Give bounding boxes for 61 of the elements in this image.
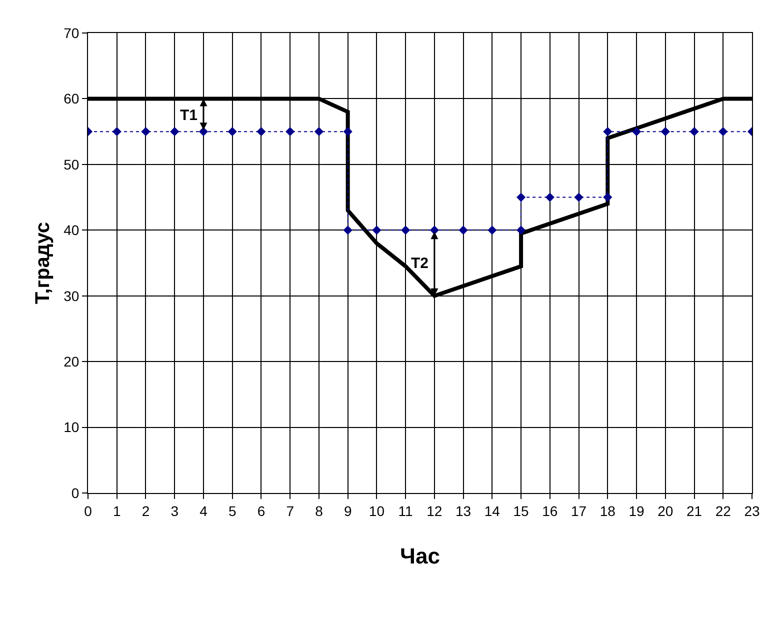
x-tick-label: 19 <box>628 502 645 519</box>
point <box>516 226 526 235</box>
x-tick-label: 22 <box>715 502 732 519</box>
point <box>718 127 728 136</box>
point <box>343 127 352 136</box>
point <box>198 127 208 136</box>
y-tick-label: 70 <box>64 24 80 41</box>
point <box>170 127 180 136</box>
point <box>458 226 468 235</box>
x-tick-label: 7 <box>286 502 294 519</box>
x-tick-label: 18 <box>600 502 616 519</box>
x-tick-label: 1 <box>112 502 121 519</box>
x-tick-label: 16 <box>542 502 558 519</box>
point <box>256 127 266 136</box>
x-tick-label: 11 <box>398 502 414 519</box>
point <box>603 127 612 136</box>
y-tick-label: 20 <box>64 353 80 370</box>
x-tick-label: 13 <box>456 502 472 519</box>
x-tick-label: 12 <box>426 502 442 519</box>
x-tick-label: 0 <box>84 502 92 519</box>
x-tick-label: 8 <box>315 502 324 519</box>
point <box>343 226 352 235</box>
y-tick-label: 10 <box>64 419 80 436</box>
y-axis-title: Т,градус <box>32 222 54 304</box>
x-tick-label: 23 <box>744 502 760 519</box>
point <box>690 127 699 136</box>
x-tick-label: 17 <box>570 502 587 519</box>
point <box>603 192 612 202</box>
point <box>430 226 439 235</box>
point <box>401 226 410 235</box>
point <box>660 127 670 136</box>
x-tick-label: 3 <box>170 502 179 519</box>
x-tick-label: 6 <box>257 502 266 519</box>
point <box>314 127 324 136</box>
y-tick-label: 30 <box>64 288 80 304</box>
point <box>632 127 642 136</box>
point <box>545 192 554 202</box>
x-tick-label: 20 <box>658 502 674 519</box>
point <box>228 127 237 136</box>
x-tick-label: 2 <box>142 502 150 519</box>
x-tick-label: 15 <box>513 502 530 519</box>
point <box>286 127 295 136</box>
point <box>372 226 382 235</box>
point <box>141 127 150 136</box>
x-axis-title: Час <box>400 544 440 569</box>
annotation: T1 <box>180 107 198 124</box>
annotation: T2 <box>411 255 429 272</box>
x-tick-label: 21 <box>686 502 702 519</box>
point <box>112 127 122 136</box>
x-tick-label: 9 <box>344 502 352 519</box>
x-tick-label: 4 <box>200 502 208 519</box>
point <box>488 226 497 235</box>
y-tick-label: 50 <box>64 156 80 172</box>
y-tick-label: 0 <box>71 484 80 501</box>
x-tick-label: 10 <box>368 502 385 519</box>
point <box>574 192 584 202</box>
y-tick-label: 60 <box>64 90 80 107</box>
y-tick-label: 40 <box>64 222 80 238</box>
x-tick-label: 5 <box>228 502 236 519</box>
point <box>516 192 526 202</box>
x-tick-label: 14 <box>484 502 500 519</box>
